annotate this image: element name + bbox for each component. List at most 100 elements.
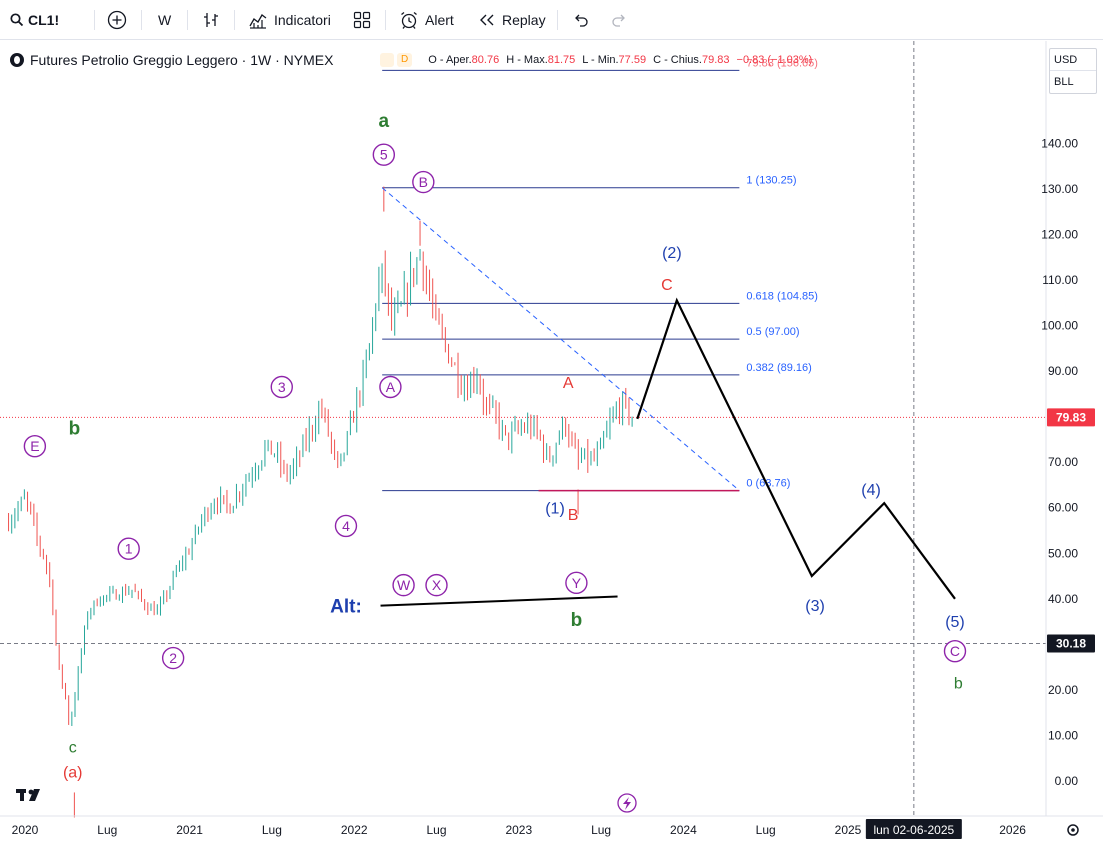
chart-title: Futures Petrolio Greggio Leggero · 1W · … (30, 52, 334, 68)
toolbar-divider (385, 10, 386, 30)
wave-label: (1) (545, 500, 565, 517)
crosshair-price-tag-bg (1047, 634, 1095, 653)
wave-label-circle (270, 375, 293, 399)
wave-label-circle (425, 573, 448, 597)
wave-label: (5) (945, 614, 965, 631)
wave-label: A (563, 375, 574, 392)
undo-icon (575, 14, 588, 27)
price-tick-label: 20.00 (1048, 683, 1078, 697)
open-label: O - Aper. (428, 54, 472, 66)
lightning-icon (617, 793, 637, 813)
low-label: L - Min. (582, 54, 619, 66)
wave-label-circle (565, 571, 588, 595)
price-tick-label: 40.00 (1048, 592, 1078, 606)
wave-label-circle (392, 573, 415, 597)
wave-label: B (419, 174, 428, 190)
fib-level-label: 0.618 (104.85) (746, 290, 818, 302)
wave-label: 1 (125, 541, 133, 557)
wave-label-circle (379, 375, 402, 399)
search-icon (10, 13, 24, 27)
drawings[interactable] (0, 41, 1046, 816)
candles (8, 186, 633, 818)
market-status-icon (380, 53, 394, 67)
symbol-label: CL1! (28, 12, 60, 28)
indicators-label: Indicatori (274, 12, 331, 28)
indicators-button[interactable]: Indicatori (248, 0, 331, 40)
unit-label[interactable]: BLL (1054, 76, 1074, 88)
price-tick-label: 110.00 (1042, 273, 1078, 287)
symbol-logo-icon (10, 53, 24, 67)
toolbar-divider (187, 10, 188, 30)
wave-label: 3 (278, 379, 286, 395)
elliott-projection-path (636, 297, 956, 600)
wave-label: C (950, 643, 960, 659)
toolbar-divider (557, 10, 558, 30)
fib-level-label: 79.83 (156.65) (746, 57, 818, 69)
price-tick-label: 120.00 (1041, 227, 1078, 241)
current-price-tag-bg (1047, 408, 1095, 427)
time-tick-label: 2026 (999, 823, 1026, 837)
open-value: 80.76 (471, 54, 500, 66)
price-tick-label: 130.00 (1041, 182, 1078, 196)
time-tick-label: 2021 (176, 823, 203, 837)
toolbar-divider (94, 10, 95, 30)
top-toolbar: CL1! W Indicatori Alert Replay (0, 0, 1103, 40)
wave-label: b (954, 676, 963, 693)
close-value: 79.83 (701, 54, 730, 66)
wave-label: c (69, 739, 77, 756)
wave-label: X (432, 577, 442, 593)
wave-label-circle (372, 143, 396, 166)
wave-label: 5 (380, 147, 388, 163)
crosshair-price-tag: 30.18 (1056, 637, 1086, 651)
plus-circle-icon (107, 10, 127, 30)
fib-level-label: 0.382 (89.16) (746, 362, 811, 374)
replay-button[interactable]: Replay (478, 0, 546, 40)
time-tick-label: 2020 (12, 823, 39, 837)
undo-button[interactable] (572, 0, 590, 40)
downtrend-line (381, 187, 740, 491)
templates-button[interactable] (353, 0, 371, 40)
close-label: C - Chius. (653, 54, 702, 66)
delayed-badge: D (397, 53, 413, 67)
ohlc-values: D O - Aper. 80.76 H - Max. 81.75 L - Min… (380, 51, 812, 69)
chart-type-button[interactable] (202, 0, 220, 40)
fibonacci-retracement[interactable]: 1 (130.25) 0.618 (104.85) 0.5 (97.00) 0.382… (382, 57, 818, 492)
compare-symbol-button[interactable] (107, 0, 127, 40)
alert-label: Alert (425, 12, 454, 28)
time-tick-label: 2022 (341, 823, 368, 837)
alarm-clock-icon (401, 11, 417, 29)
price-tick-label: 100.00 (1041, 319, 1078, 333)
chart-legend: Futures Petrolio Greggio Leggero · 1W · … (10, 50, 333, 70)
alt-count-line (380, 595, 618, 607)
tradingview-logo-icon (16, 789, 40, 801)
change-value: −0.83 (−1.03%) (736, 54, 813, 66)
price-tick-label: 10.00 (1048, 728, 1078, 742)
time-tick-label: Lug (97, 823, 117, 837)
wave-label: Y (572, 575, 582, 591)
redo-button[interactable] (610, 0, 628, 40)
high-value: 81.75 (547, 54, 576, 66)
replay-label: Replay (502, 12, 546, 28)
bar-chart-type-icon (204, 13, 218, 27)
toolbar-divider (234, 10, 235, 30)
currency-unit-selector[interactable]: USD BLL (1049, 48, 1097, 94)
indicators-icon (249, 14, 267, 29)
wave-label: A (386, 379, 396, 395)
rewind-icon (480, 14, 494, 26)
symbol-search-button[interactable]: CL1! (10, 0, 59, 40)
templates-grid-icon (353, 11, 371, 29)
low-value: 77.59 (618, 54, 647, 66)
wave-label: (a) (63, 764, 83, 781)
fib-level-label: 0.5 (97.00) (746, 326, 799, 338)
alert-button[interactable]: Alert (399, 0, 454, 40)
interval-button[interactable]: W (158, 0, 171, 40)
wave-label: E (30, 438, 39, 454)
currency-label[interactable]: USD (1050, 49, 1096, 71)
price-tick-label: 50.00 (1048, 546, 1078, 560)
crosshair-date-bg (865, 819, 962, 839)
wave-label: (4) (861, 482, 881, 499)
time-tick-label: Lug (756, 823, 776, 837)
wave-label: Alt: (330, 596, 362, 617)
